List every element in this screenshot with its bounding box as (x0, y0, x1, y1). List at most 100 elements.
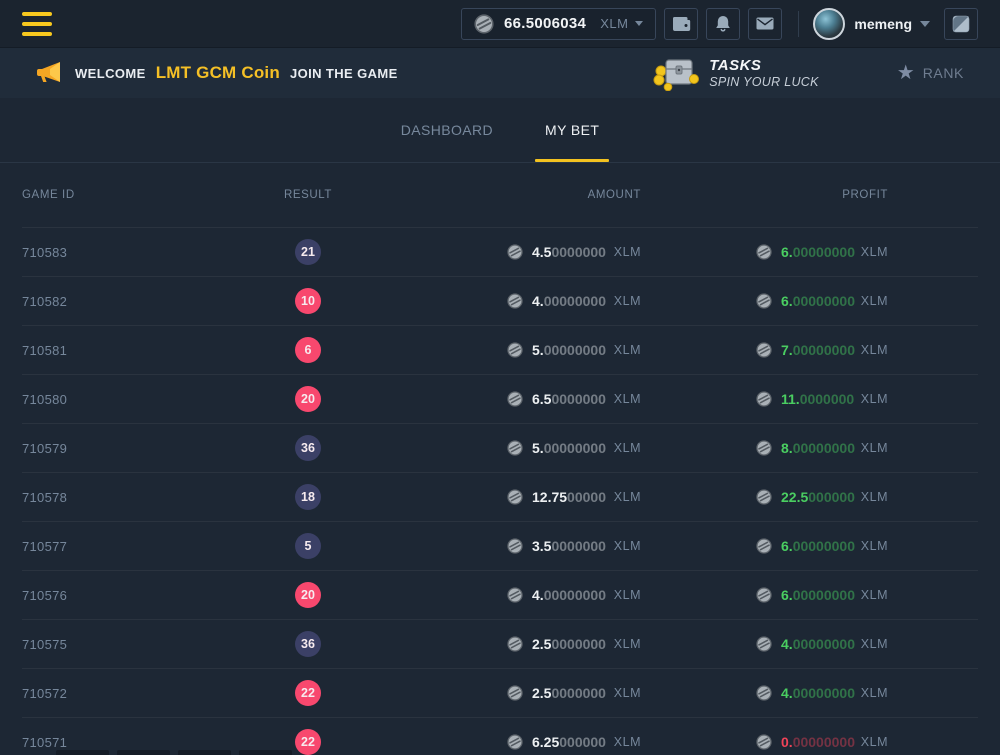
result-badge: 36 (295, 631, 321, 657)
profit-currency: XLM (861, 490, 888, 504)
wallet-button[interactable] (664, 8, 698, 40)
balance-currency: XLM (600, 16, 628, 31)
table-row[interactable]: 710575 36 2.50000000 XLM (22, 620, 978, 669)
xlm-coin-icon (756, 293, 772, 309)
notifications-button[interactable] (706, 8, 740, 40)
my-bet-table: GAME ID RESULT AMOUNT PROFIT 710583 21 4… (0, 163, 1000, 755)
tasks-title: TASKS (709, 57, 819, 74)
amount-currency: XLM (614, 588, 641, 602)
xlm-coin-icon (507, 538, 523, 554)
welcome-suffix: JOIN THE GAME (290, 66, 398, 81)
result-badge: 22 (295, 680, 321, 706)
hamburger-bar (22, 12, 52, 16)
table-row[interactable]: 710579 36 5.00000000 XLM (22, 424, 978, 473)
topbar-divider (798, 11, 799, 37)
bottom-peek (0, 750, 1000, 755)
amount-currency: XLM (614, 294, 641, 308)
rank-widget[interactable]: ★ RANK (897, 63, 964, 83)
hamburger-menu-button[interactable] (22, 12, 52, 36)
profit-currency: XLM (861, 441, 888, 455)
profit-currency: XLM (861, 539, 888, 553)
profit-currency: XLM (861, 686, 888, 700)
xlm-coin-icon (756, 636, 772, 652)
amount-value: 6.25000000 XLM (507, 734, 641, 750)
profit-number: 4.00000000 (781, 636, 861, 652)
tasks-widget[interactable]: TASKS SPIN YOUR LUCK (653, 55, 819, 91)
table-row[interactable]: 710572 22 2.50000000 XLM (22, 669, 978, 718)
xlm-coin-icon (507, 587, 523, 603)
amount-value: 5.00000000 XLM (507, 342, 641, 358)
amount-number: 4.00000000 (532, 587, 614, 603)
tab-my-bet[interactable]: MY BET (541, 98, 603, 162)
xlm-coin-icon (756, 342, 772, 358)
table-row[interactable]: 710580 20 6.50000000 XLM (22, 375, 978, 424)
chat-toggle-button[interactable] (944, 8, 978, 40)
amount-currency: XLM (614, 637, 641, 651)
profit-currency: XLM (861, 392, 888, 406)
amount-currency: XLM (614, 441, 641, 455)
profit-value: 7.00000000 XLM (756, 342, 888, 358)
profit-number: 6.00000000 (781, 244, 861, 260)
table-header: GAME ID RESULT AMOUNT PROFIT (22, 163, 978, 228)
profit-value: 8.00000000 XLM (756, 440, 888, 456)
profit-value: 11.0000000 XLM (756, 391, 888, 407)
profit-value: 4.00000000 XLM (756, 685, 888, 701)
profit-number: 11.0000000 (781, 391, 861, 407)
xlm-coin-icon (507, 342, 523, 358)
amount-number: 2.50000000 (532, 685, 614, 701)
profit-number: 6.00000000 (781, 538, 861, 554)
table-row[interactable]: 710576 20 4.00000000 XLM (22, 571, 978, 620)
xlm-coin-icon (756, 440, 772, 456)
avatar[interactable] (813, 8, 845, 40)
hamburger-bar (22, 32, 52, 36)
game-id: 710577 (22, 539, 250, 554)
table-row[interactable]: 710577 5 3.50000000 XLM (22, 522, 978, 571)
username: memeng (854, 16, 912, 32)
profit-value: 6.00000000 XLM (756, 244, 888, 260)
tab-dashboard[interactable]: DASHBOARD (397, 98, 497, 162)
table-row[interactable]: 710578 18 12.7500000 XLM (22, 473, 978, 522)
result-badge: 20 (295, 582, 321, 608)
wallet-icon (672, 16, 691, 32)
game-id: 710576 (22, 588, 250, 603)
balance-box[interactable]: 66.5006034 XLM (461, 8, 656, 40)
xlm-coin-icon (756, 538, 772, 554)
tasks-subtitle: SPIN YOUR LUCK (709, 75, 819, 89)
bell-icon (715, 15, 731, 33)
game-id: 710581 (22, 343, 250, 358)
messages-button[interactable] (748, 8, 782, 40)
xlm-coin-icon (756, 244, 772, 260)
welcome-banner: WELCOME LMT GCM Coin JOIN THE GAME TASKS… (0, 48, 1000, 98)
profit-number: 7.00000000 (781, 342, 861, 358)
user-menu[interactable]: memeng (813, 8, 930, 40)
result-badge: 21 (295, 239, 321, 265)
hamburger-bar (22, 22, 52, 26)
profit-currency: XLM (861, 294, 888, 308)
header-amount: AMOUNT (366, 189, 641, 201)
game-id: 710580 (22, 392, 250, 407)
amount-number: 5.00000000 (532, 342, 614, 358)
table-row[interactable]: 710581 6 5.00000000 XLM (22, 326, 978, 375)
xlm-coin-icon (507, 440, 523, 456)
game-id: 710583 (22, 245, 250, 260)
amount-value: 5.00000000 XLM (507, 440, 641, 456)
amount-currency: XLM (614, 686, 641, 700)
table-row[interactable]: 710582 10 4.00000000 XLM (22, 277, 978, 326)
xlm-coin-icon (507, 734, 523, 750)
chevron-down-icon[interactable] (635, 21, 643, 26)
balance-value: 66.5006034 (504, 15, 586, 32)
amount-value: 3.50000000 XLM (507, 538, 641, 554)
result-badge: 36 (295, 435, 321, 461)
treasure-chest-icon (653, 55, 699, 91)
profit-value: 0.00000000 XLM (756, 734, 888, 750)
amount-currency: XLM (614, 343, 641, 357)
result-badge: 10 (295, 288, 321, 314)
amount-number: 12.7500000 (532, 489, 614, 505)
profit-currency: XLM (861, 735, 888, 749)
xlm-coin-icon (507, 636, 523, 652)
bottom-peek-item (56, 750, 109, 755)
result-badge: 20 (295, 386, 321, 412)
amount-currency: XLM (614, 392, 641, 406)
table-row[interactable]: 710583 21 4.50000000 XLM (22, 228, 978, 277)
rank-label: RANK (923, 65, 964, 81)
